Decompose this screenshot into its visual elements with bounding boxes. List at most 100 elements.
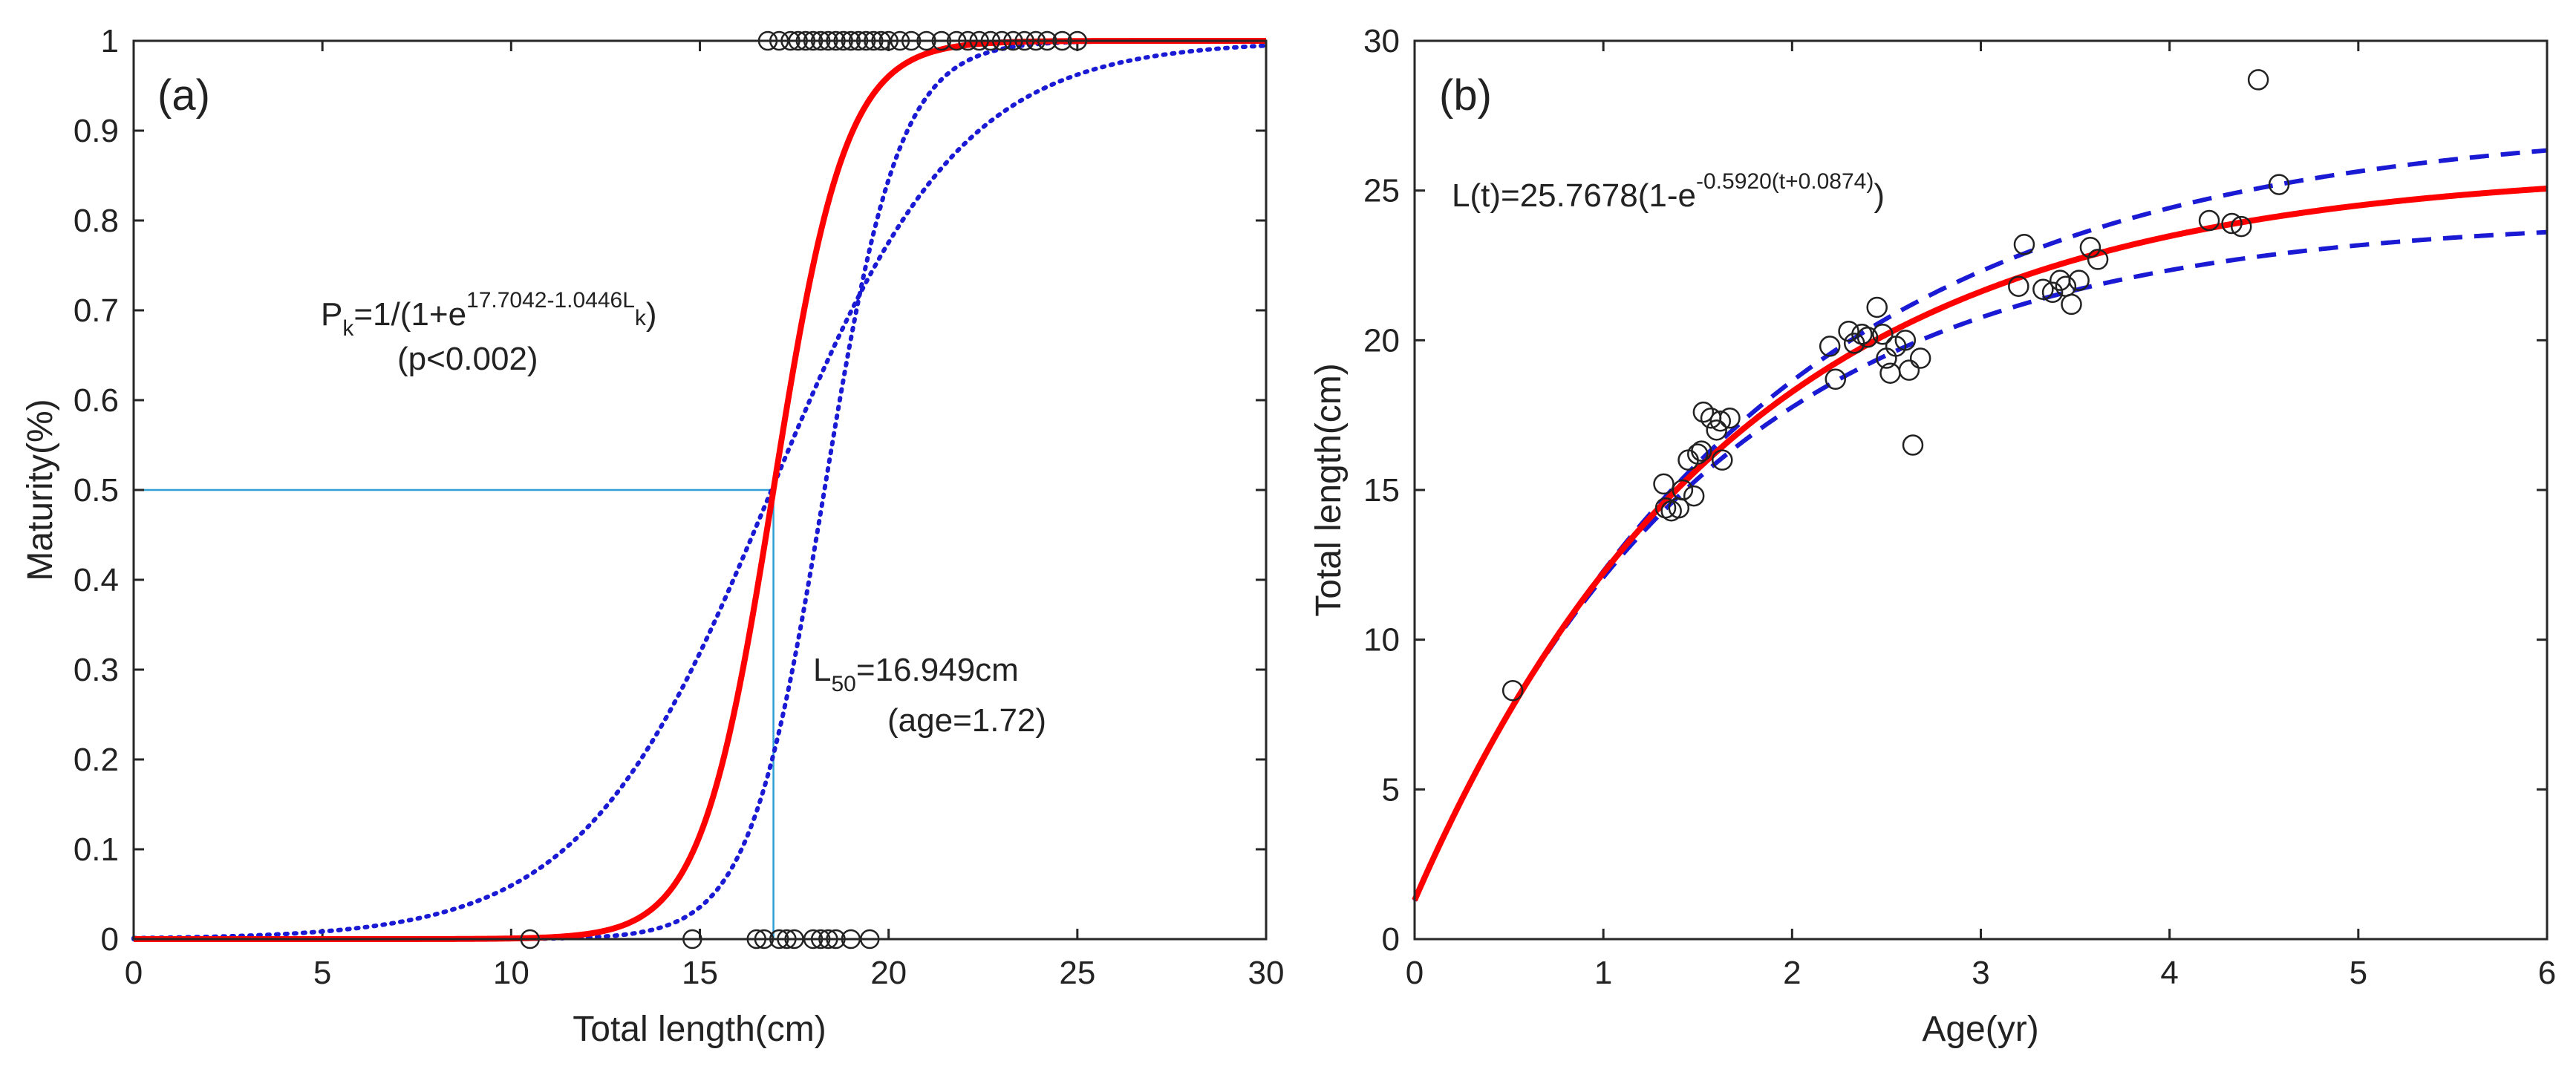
- y-tick-label: 0.2: [74, 742, 119, 778]
- y-tick-label: 0: [101, 921, 119, 958]
- y-tick-label: 30: [1363, 23, 1400, 59]
- age-length-data-point: [2268, 174, 2290, 195]
- panel-b: 0 1 2 3 4 5 6 0 5 10 15 20 25 30 (b) Age(yr) Total le…: [1309, 23, 2556, 1049]
- y-tick-label: 0.9: [74, 113, 119, 149]
- y-tick-label: 0.8: [74, 203, 119, 239]
- age-length-data-point: [2008, 275, 2029, 297]
- eq-close: ): [646, 296, 657, 333]
- eq-mid: =1/(1+e: [353, 296, 466, 333]
- age-length-data-point: [1672, 479, 1694, 501]
- eq-sub-k: k: [342, 316, 354, 341]
- age-length-data-point: [1856, 327, 1879, 348]
- eq-p: P: [321, 296, 342, 333]
- panel-b-curves: [1412, 148, 2548, 902]
- panel-a-x-axis-title: Total length(cm): [573, 1010, 826, 1049]
- x-tick-label: 20: [870, 955, 907, 991]
- y-tick-label: 0.6: [74, 382, 119, 419]
- y-tick-label: 1: [101, 23, 119, 59]
- age-length-data-point: [2198, 209, 2220, 232]
- x-tick-label: 6: [2538, 955, 2556, 991]
- panel-a-axes-box: [132, 39, 1268, 941]
- y-tick-label: 0.1: [74, 831, 119, 868]
- age-length-data-point: [1825, 368, 1847, 390]
- vb-close: ): [1874, 177, 1885, 214]
- panel-b-growth-equation: L(t)=25.7678(1-e-0.5920(t+0.0874)): [1452, 169, 1885, 214]
- panel-b-points: [1501, 69, 2290, 702]
- x-tick-label: 3: [1972, 955, 1989, 991]
- panel-a: 0 5 10 15 20 25 30 0 0.1 0.2 0.3 0.4 0.5 0.6 0.7 0.8 0.9…: [21, 23, 1284, 1049]
- y-tick-label: 10: [1363, 622, 1400, 658]
- l50-sub: 50: [831, 672, 855, 696]
- panel-a-y-axis-title: Maturity(%): [21, 399, 60, 581]
- panel-a-ticks: 0 5 10 15 20 25 30 0 0.1 0.2 0.3 0.4 0.5 0.6 0.7 0.8 0.9…: [74, 23, 1285, 991]
- y-tick-label: 0: [1382, 921, 1400, 958]
- panel-a-model-equation: Pk=1/(1+e17.7042-1.0446Lk): [321, 288, 657, 341]
- age-length-data-point: [1692, 401, 1715, 423]
- age-length-data-point: [1687, 443, 1709, 465]
- x-tick-label: 5: [2350, 955, 2367, 991]
- panel-b-x-axis-title: Age(yr): [1922, 1010, 2038, 1049]
- age-length-data-point: [1872, 324, 1894, 345]
- age-length-data-point: [1706, 419, 1727, 441]
- age-length-data-point: [2247, 69, 2269, 91]
- x-tick-label: 15: [682, 955, 718, 991]
- age-length-data-point: [1819, 336, 1841, 357]
- age-length-data-point: [1894, 330, 1917, 351]
- x-tick-label: 4: [2160, 955, 2178, 991]
- age-length-data-point: [1653, 473, 1675, 495]
- panel-b-plot-area: [1415, 41, 2547, 939]
- y-tick-label: 0.3: [74, 652, 119, 688]
- age-length-data-point: [2013, 234, 2035, 255]
- y-tick-label: 5: [1382, 771, 1400, 808]
- age-length-data-point: [1683, 485, 1705, 507]
- panel-b-label: (b): [1439, 71, 1492, 120]
- x-tick-label: 1: [1594, 955, 1612, 991]
- age-length-data-point: [1909, 347, 1931, 369]
- y-tick-label: 0.7: [74, 292, 119, 329]
- panel-a-label: (a): [157, 71, 210, 120]
- panel-b-ticks: 0 1 2 3 4 5 6 0 5 10 15 20 25 30: [1363, 23, 2556, 991]
- age-length-data-point: [1691, 440, 1712, 462]
- age-length-data-point: [2032, 278, 2054, 301]
- y-tick-label: 0.5: [74, 472, 119, 509]
- age-length-data-point: [2087, 249, 2109, 270]
- age-length-data-point: [2221, 212, 2243, 235]
- y-tick-label: 20: [1363, 322, 1400, 359]
- panel-a-reference-lines: [134, 488, 775, 939]
- x-tick-label: 0: [1406, 955, 1424, 991]
- x-tick-label: 10: [493, 955, 529, 991]
- eq-exp-sub-k: k: [635, 306, 647, 330]
- l50-value: =16.949cm: [856, 652, 1019, 688]
- confidence-bound-curve: [131, 43, 1268, 941]
- y-tick-label: 25: [1363, 173, 1400, 209]
- age-length-data-point: [2041, 281, 2064, 304]
- y-tick-label: 0.4: [74, 562, 119, 598]
- age-length-data-point: [1838, 320, 1859, 342]
- age-length-data-point: [1866, 296, 1888, 318]
- x-tick-label: 2: [1783, 955, 1801, 991]
- age-length-data-point: [2068, 269, 2090, 291]
- age-length-data-point: [1709, 410, 1731, 432]
- age-length-data-point: [1712, 449, 1733, 471]
- age-length-data-point: [2079, 237, 2101, 258]
- age-length-data-point: [1501, 679, 1524, 702]
- eq-exponent: 17.7042-1.0446L: [466, 288, 635, 313]
- age-length-data-point: [2231, 215, 2252, 238]
- age-length-data-point: [2061, 293, 2082, 316]
- y-tick-label: 15: [1363, 472, 1400, 509]
- x-tick-label: 30: [1248, 955, 1285, 991]
- panel-a-l50-age: (age=1.72): [887, 702, 1046, 739]
- panel-b-y-axis-title: Total length(cm): [1309, 363, 1349, 616]
- vb-main: L(t)=25.7678(1-e: [1452, 177, 1696, 214]
- age-length-data-point: [1902, 434, 1924, 456]
- x-tick-label: 5: [313, 955, 331, 991]
- l50-l: L: [813, 652, 831, 688]
- x-tick-label: 0: [125, 955, 143, 991]
- age-length-data-point: [1898, 359, 1920, 381]
- vb-exponent: -0.5920(t+0.0874): [1696, 169, 1874, 194]
- panel-b-axes-box: [1413, 39, 2549, 941]
- x-tick-label: 25: [1059, 955, 1095, 991]
- von-bertalanffy-fit-curve: [1412, 185, 2548, 902]
- panel-a-l50-label: L50=16.949cm: [813, 652, 1019, 696]
